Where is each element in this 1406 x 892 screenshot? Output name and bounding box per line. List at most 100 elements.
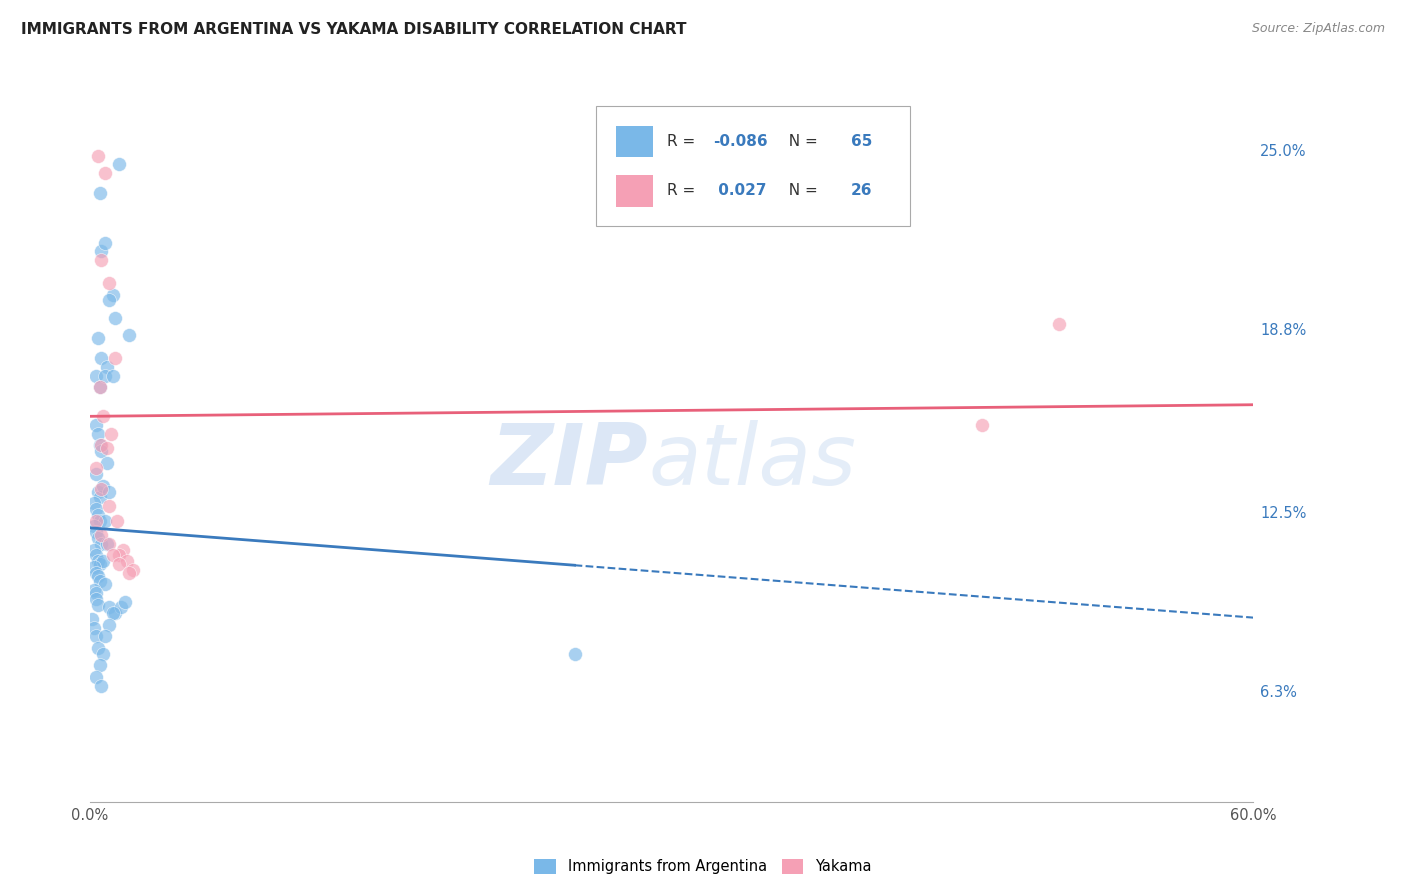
Point bbox=[94, 514, 117, 528]
Point bbox=[84, 629, 107, 643]
Text: Source: ZipAtlas.com: Source: ZipAtlas.com bbox=[1251, 22, 1385, 36]
Point bbox=[117, 566, 139, 580]
Point bbox=[90, 482, 112, 496]
Point bbox=[83, 496, 105, 510]
Point bbox=[108, 157, 131, 171]
Point bbox=[105, 514, 128, 528]
Text: ZIP: ZIP bbox=[491, 420, 648, 503]
Point bbox=[89, 380, 111, 394]
Point bbox=[84, 566, 107, 580]
Point bbox=[89, 186, 111, 201]
Point bbox=[564, 647, 586, 661]
Point bbox=[84, 514, 107, 528]
Point bbox=[84, 417, 107, 432]
Point bbox=[86, 148, 108, 162]
Point bbox=[108, 549, 131, 563]
Point bbox=[89, 380, 111, 394]
Point bbox=[98, 293, 121, 308]
Text: N =: N = bbox=[779, 184, 823, 198]
Text: N =: N = bbox=[779, 134, 823, 149]
Point bbox=[89, 491, 111, 505]
Point bbox=[101, 549, 124, 563]
Point bbox=[93, 479, 115, 493]
Point bbox=[90, 438, 112, 452]
Point bbox=[84, 591, 107, 606]
Point bbox=[98, 600, 121, 615]
Point bbox=[89, 574, 111, 589]
Point bbox=[96, 537, 118, 551]
FancyBboxPatch shape bbox=[596, 106, 910, 226]
Point bbox=[1047, 317, 1070, 331]
Point bbox=[86, 554, 108, 568]
Point bbox=[90, 351, 112, 366]
Point bbox=[104, 607, 127, 621]
Point bbox=[84, 525, 107, 540]
Point bbox=[84, 549, 107, 563]
Text: 65: 65 bbox=[851, 134, 872, 149]
Point bbox=[115, 554, 138, 568]
Point bbox=[83, 519, 105, 533]
Point bbox=[98, 484, 121, 499]
Point bbox=[114, 595, 136, 609]
Point bbox=[970, 417, 993, 432]
Point bbox=[93, 409, 115, 424]
Point bbox=[98, 499, 121, 513]
Point bbox=[83, 583, 105, 598]
Point bbox=[94, 629, 117, 643]
Point bbox=[80, 612, 103, 626]
Point bbox=[96, 456, 118, 470]
Text: R =: R = bbox=[666, 134, 700, 149]
Point bbox=[89, 557, 111, 571]
Text: 0.027: 0.027 bbox=[713, 184, 766, 198]
Point bbox=[110, 600, 132, 615]
FancyBboxPatch shape bbox=[616, 126, 652, 157]
Point bbox=[86, 640, 108, 655]
Point bbox=[86, 598, 108, 612]
Text: IMMIGRANTS FROM ARGENTINA VS YAKAMA DISABILITY CORRELATION CHART: IMMIGRANTS FROM ARGENTINA VS YAKAMA DISA… bbox=[21, 22, 686, 37]
Point bbox=[86, 426, 108, 441]
Text: atlas: atlas bbox=[648, 420, 856, 503]
Legend: Immigrants from Argentina, Yakama: Immigrants from Argentina, Yakama bbox=[529, 853, 877, 880]
Point bbox=[84, 586, 107, 600]
Point bbox=[89, 658, 111, 673]
Point bbox=[86, 531, 108, 545]
Point bbox=[86, 568, 108, 582]
Point bbox=[86, 484, 108, 499]
Point bbox=[96, 360, 118, 375]
Point bbox=[98, 618, 121, 632]
Point bbox=[84, 461, 107, 475]
Point bbox=[90, 252, 112, 267]
Point bbox=[83, 560, 105, 574]
Point bbox=[90, 444, 112, 458]
Point bbox=[84, 467, 107, 482]
Point bbox=[89, 514, 111, 528]
Point bbox=[86, 331, 108, 345]
Point bbox=[93, 554, 115, 568]
Point bbox=[94, 577, 117, 591]
Point bbox=[111, 542, 134, 557]
Point bbox=[117, 328, 139, 343]
Point bbox=[86, 508, 108, 522]
Point bbox=[108, 557, 131, 571]
Point bbox=[90, 244, 112, 259]
Point bbox=[94, 368, 117, 383]
Point bbox=[100, 426, 122, 441]
Point bbox=[93, 647, 115, 661]
Point bbox=[90, 537, 112, 551]
Point bbox=[121, 563, 143, 577]
Point bbox=[94, 166, 117, 180]
Point bbox=[90, 679, 112, 693]
Point bbox=[101, 607, 124, 621]
FancyBboxPatch shape bbox=[616, 175, 652, 207]
Point bbox=[84, 502, 107, 516]
Point bbox=[84, 368, 107, 383]
Point bbox=[98, 537, 121, 551]
Point bbox=[96, 441, 118, 455]
Point bbox=[89, 438, 111, 452]
Point bbox=[104, 310, 127, 325]
Point bbox=[84, 670, 107, 684]
Point bbox=[104, 351, 127, 366]
Text: R =: R = bbox=[666, 184, 700, 198]
Point bbox=[101, 287, 124, 301]
Point bbox=[83, 542, 105, 557]
